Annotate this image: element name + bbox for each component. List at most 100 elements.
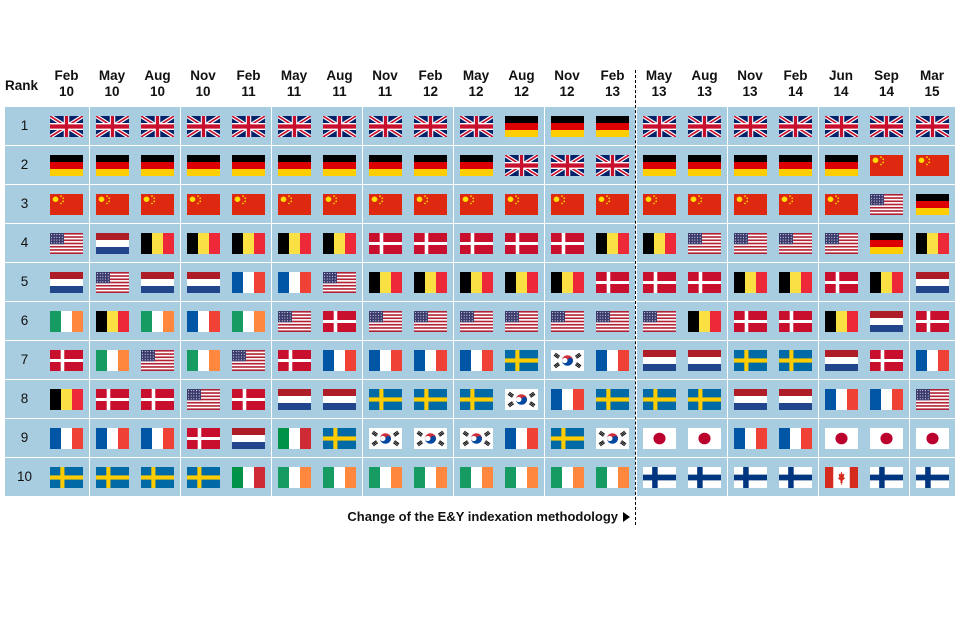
flag-cell [590,302,635,340]
sweden-flag-icon [141,467,174,488]
denmark-flag-icon [505,233,538,254]
usa-flag-icon [733,233,767,254]
flag-cell [44,224,89,262]
ireland-flag-icon [50,311,83,332]
flag-cell [89,263,135,301]
flag-cell [271,224,317,262]
flag-cell [408,146,453,184]
netherlands-flag-icon [277,389,311,410]
belgium-flag-icon [232,233,265,254]
denmark-flag-icon [141,389,174,410]
denmark-flag-icon [459,233,493,254]
netherlands-flag-icon [141,272,174,293]
netherlands-flag-icon [323,389,356,410]
uk-flag-icon [368,116,402,137]
sweden-flag-icon [642,389,676,410]
usa-flag-icon [277,311,311,332]
uk-flag-icon [141,116,174,137]
rank-label: 5 [5,263,44,301]
denmark-flag-icon [642,272,676,293]
flag-cell [727,458,773,496]
flag-cell [226,146,271,184]
column-header-part: 14 [878,84,895,99]
rank-label: 6 [5,302,44,340]
column-header: Nov 10 [181,68,226,100]
south-korea-flag-icon [550,350,584,371]
flag-cell [818,185,864,223]
denmark-flag-icon [277,350,311,371]
flag-cell [44,458,89,496]
japan-flag-icon [688,428,721,449]
flag-cell [818,380,864,418]
flag-cell [909,302,955,340]
flag-cell [590,341,635,379]
germany-flag-icon [779,155,812,176]
germany-flag-icon [368,155,402,176]
usa-flag-icon [596,311,629,332]
france-flag-icon [414,350,447,371]
uk-flag-icon [232,116,265,137]
china-flag-icon [733,194,767,215]
methodology-note-text: Change of the E&Y indexation methodology [347,509,618,524]
flag-cell [544,263,590,301]
right-arrow-icon [623,512,630,522]
flag-cell [362,341,408,379]
flag-cell [226,263,271,301]
flag-cell [453,380,499,418]
flag-cell [271,380,317,418]
flag-cell [544,380,590,418]
denmark-flag-icon [186,428,220,449]
usa-flag-icon [459,311,493,332]
flag-cell [89,185,135,223]
flag-cell [226,224,271,262]
column-header: Aug 12 [499,68,544,100]
netherlands-flag-icon [95,233,129,254]
column-header-part: Aug [144,68,171,83]
flag-cell [408,224,453,262]
sweden-flag-icon [50,467,83,488]
flag-cell [271,341,317,379]
column-header-part: 12 [513,84,530,99]
france-flag-icon [505,428,538,449]
flag-cell [682,341,727,379]
china-flag-icon [824,194,858,215]
flag-cell [727,185,773,223]
uk-flag-icon [688,116,721,137]
column-header-part: Feb [783,68,808,83]
denmark-flag-icon [824,272,858,293]
uk-flag-icon [505,155,538,176]
flag-cell [909,341,955,379]
belgium-flag-icon [733,272,767,293]
flag-cell [590,107,635,145]
flag-cell [226,458,271,496]
sweden-flag-icon [733,350,767,371]
flag-cell [864,146,909,184]
belgium-flag-icon [596,233,629,254]
rank-header: Rank [5,78,39,93]
germany-flag-icon [95,155,129,176]
ireland-flag-icon [550,467,584,488]
flag-cell [453,302,499,340]
flag-cell [180,263,226,301]
france-flag-icon [141,428,174,449]
france-flag-icon [50,428,83,449]
column-header: Aug 11 [317,68,362,100]
germany-flag-icon [277,155,311,176]
flag-cell [909,107,955,145]
flag-cell [453,458,499,496]
belgium-flag-icon [915,233,949,254]
flag-cell [453,263,499,301]
flag-cell [362,146,408,184]
flag-cell [818,107,864,145]
ireland-flag-icon [459,467,493,488]
sweden-flag-icon [596,389,629,410]
sweden-flag-icon [368,389,402,410]
uk-flag-icon [642,116,676,137]
flag-cell [180,224,226,262]
flag-cell [226,107,271,145]
flag-cell [135,341,180,379]
usa-flag-icon [232,350,265,371]
flag-cell [636,380,682,418]
flag-cell [226,341,271,379]
china-flag-icon [232,194,265,215]
